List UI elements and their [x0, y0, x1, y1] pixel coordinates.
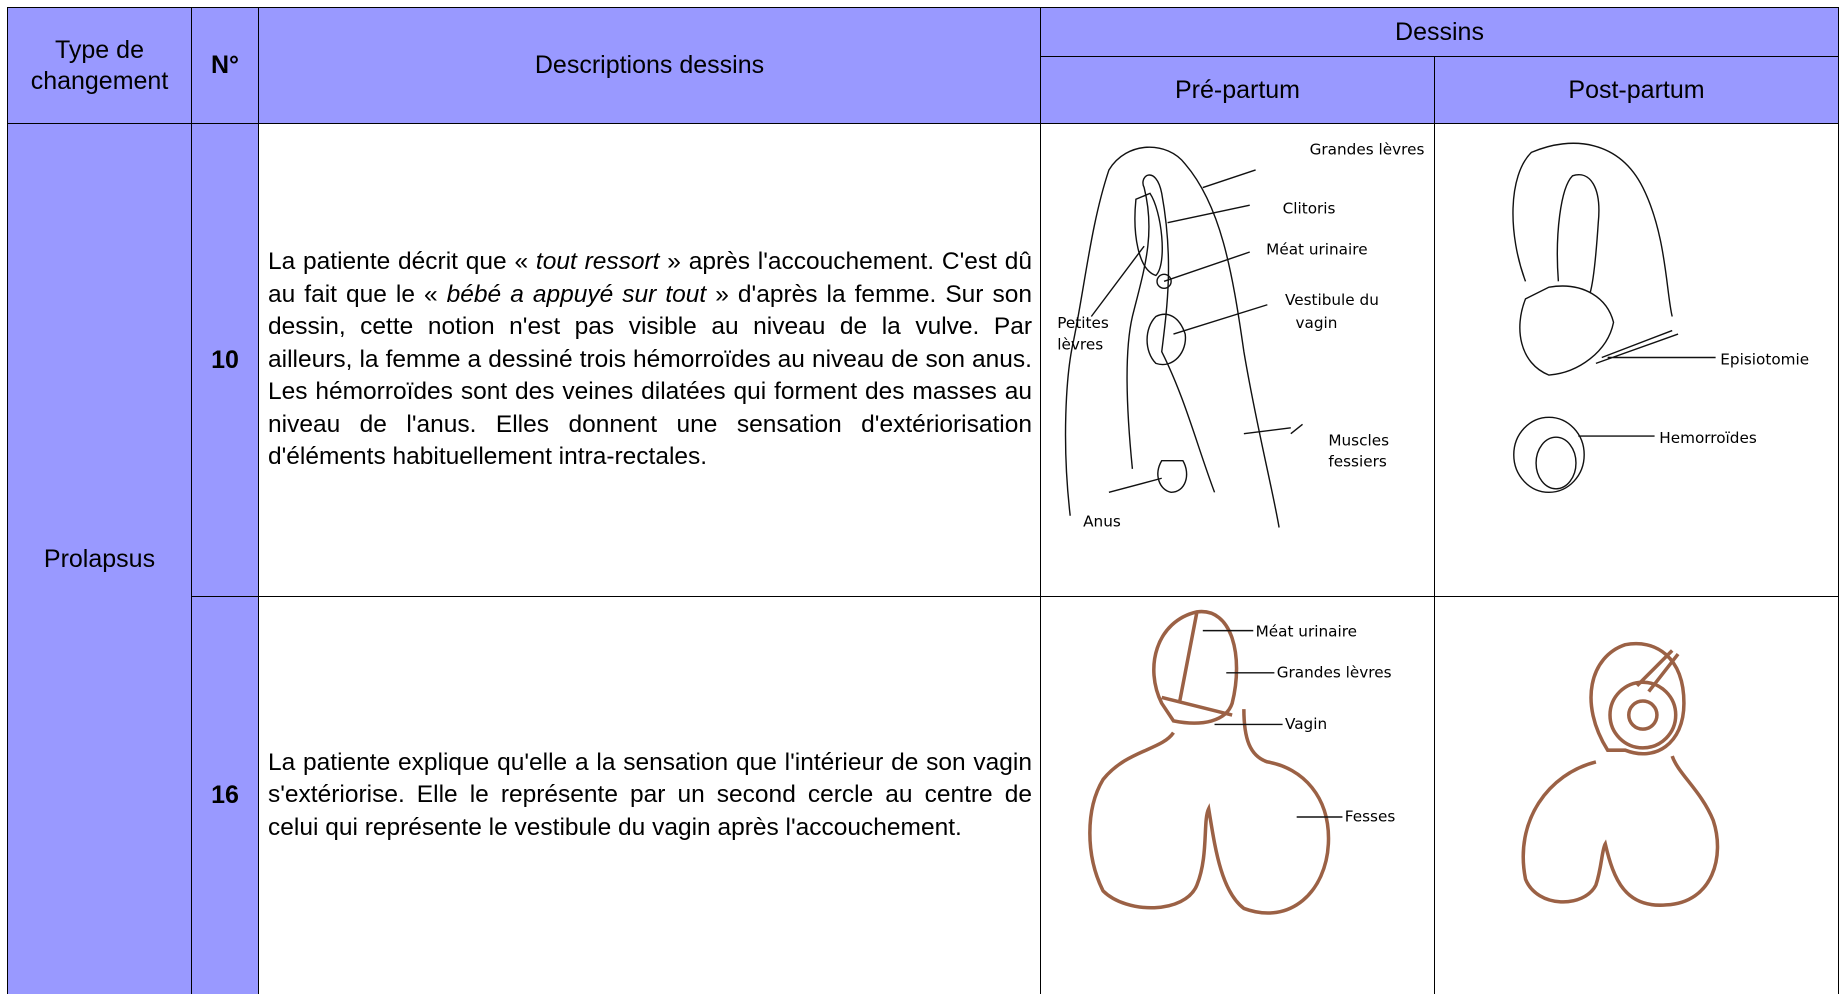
row-description: La patiente explique qu'elle a la sensat…: [258, 596, 1041, 994]
drawing-label: Clitoris: [1283, 199, 1336, 217]
header-type: Type de changement: [7, 7, 192, 124]
drawing-label: lèvres: [1057, 335, 1103, 353]
drawing-label: Vagin: [1285, 715, 1327, 733]
row-description: La patiente décrit que « tout ressort » …: [258, 123, 1041, 597]
row-number-text: 10: [211, 345, 239, 374]
description-part: » après l'accouchement. C'est dû au fait…: [268, 248, 1032, 308]
drawing-label: Vestibule du: [1285, 291, 1379, 309]
sketch-post-10: Episiotomie Hemorroïdes: [1512, 142, 1809, 494]
drawing-label: Anus: [1083, 512, 1121, 530]
header-type-text: Type de changement: [30, 35, 169, 95]
drawing-label: Hemorroïdes: [1659, 429, 1757, 447]
drawing-label: Muscles: [1328, 431, 1389, 449]
post-drawing-cell: [1434, 596, 1839, 994]
row-number: 10: [191, 123, 259, 597]
description-text: La patiente explique qu'elle a la sensat…: [268, 747, 1032, 845]
sketch-pre-10: Grandes lèvres Clitoris Méat urinaire Ve…: [1057, 141, 1424, 531]
sketch-post-16: [1521, 641, 1720, 907]
header-pre: Pré-partum: [1040, 56, 1435, 124]
drawing-label: Grandes lèvres: [1277, 664, 1392, 682]
description-part: tout ressort: [535, 248, 660, 276]
drawing-label: fessiers: [1328, 453, 1387, 471]
drawing-label: Episiotomie: [1720, 351, 1809, 369]
row-number-text: 16: [211, 781, 239, 809]
sketch-pre-16: Méat urinaire Grandes lèvres Vagin Fesse…: [1088, 610, 1396, 915]
drawing-label: Petites: [1057, 314, 1109, 332]
description-part: » d'après la femme. Sur son dessin, cett…: [268, 280, 1033, 471]
description-part: La patiente décrit que «: [268, 248, 536, 276]
header-post-text: Post-partum: [1568, 75, 1705, 104]
header-description: Descriptions dessins: [258, 7, 1041, 124]
header-description-text: Descriptions dessins: [534, 51, 765, 79]
group-text: Prolapsus: [43, 544, 156, 573]
drawing-label: Fesses: [1345, 808, 1396, 826]
header-drawings-text: Dessins: [1395, 17, 1484, 46]
row-number: 16: [191, 596, 259, 994]
header-post: Post-partum: [1434, 56, 1839, 124]
drawing-label: Grandes lèvres: [1310, 141, 1425, 159]
description-part: bébé a appuyé sur tout: [446, 280, 707, 308]
description-part: La patiente explique qu'elle a la sensat…: [268, 748, 1032, 841]
drawing-label: Méat urinaire: [1266, 240, 1367, 258]
drawing-label: vagin: [1296, 314, 1338, 332]
drawing-label: Méat urinaire: [1256, 622, 1357, 640]
header-pre-text: Pré-partum: [1174, 75, 1301, 104]
header-number-text: N°: [210, 51, 240, 79]
description-text: La patiente décrit que « tout ressort » …: [268, 246, 1032, 474]
